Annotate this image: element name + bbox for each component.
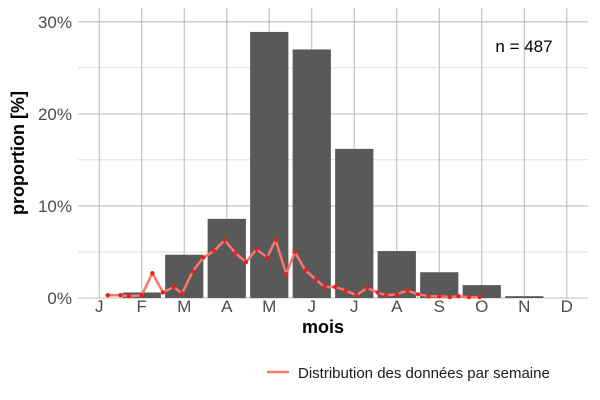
x-axis-title: mois [302,317,344,337]
x-tick-label: J [350,297,359,316]
series-point [322,284,327,290]
series-point [415,292,421,297]
series-point [394,292,399,297]
bar [420,272,459,298]
series-point [139,293,144,298]
weekly-points [105,237,482,300]
y-axis-title: proportion [%] [8,91,28,215]
x-tick-label: A [221,297,233,316]
series-point [364,285,370,291]
series-point [477,294,482,300]
x-tick-label: D [561,297,573,316]
series-point [254,247,259,252]
series-point [332,284,338,290]
legend-label: Distribution des données par semaine [298,365,550,382]
x-tick-label: J [308,297,317,316]
x-tick-label: N [518,297,530,316]
series-point [375,290,380,295]
series-point [160,290,166,295]
bar [505,296,544,298]
series-point [343,288,348,293]
x-tick-label: O [475,297,488,316]
series-point [222,237,227,243]
x-tick-label: J [95,297,104,316]
series-point [447,294,453,300]
series-point [126,293,132,299]
series-point [383,293,389,298]
series-point [466,294,472,300]
sample-size-annotation: n = 487 [495,37,552,56]
series-point [303,268,308,273]
x-tick-label: S [434,297,445,316]
series-point [243,259,249,265]
series-point [313,277,319,282]
bar [207,218,246,298]
bar [462,285,501,298]
y-tick-label: 20% [38,105,72,124]
series-point [171,284,176,290]
series-point [354,293,359,298]
series-point [211,248,217,254]
series-point [456,293,461,299]
series-point [405,288,410,293]
x-tick-label: F [137,297,147,316]
series-point [292,249,297,255]
series-point [273,237,278,243]
series-point [426,293,431,299]
y-tick-label: 30% [38,13,72,32]
series-point [233,250,238,256]
x-tick-label: A [391,297,403,316]
series-point [118,293,123,298]
series-point [150,270,155,276]
series-point [105,293,110,298]
y-tick-label: 0% [47,289,72,308]
series-point [190,269,195,274]
series-point [437,293,442,299]
x-tick-label: M [262,297,276,316]
x-tick-label: M [177,297,191,316]
bar [292,49,331,298]
tick-labels: 0% 10% 20% 30% J F M A M J J A S O N D [38,13,573,316]
bar [250,31,289,298]
series-point [264,255,270,260]
bar [335,148,374,298]
legend: Distribution des données par semaine [267,365,550,382]
series-point [284,271,289,277]
y-tick-label: 10% [38,197,72,216]
bars [122,31,544,298]
series-point [179,291,185,296]
series-point [201,255,206,260]
